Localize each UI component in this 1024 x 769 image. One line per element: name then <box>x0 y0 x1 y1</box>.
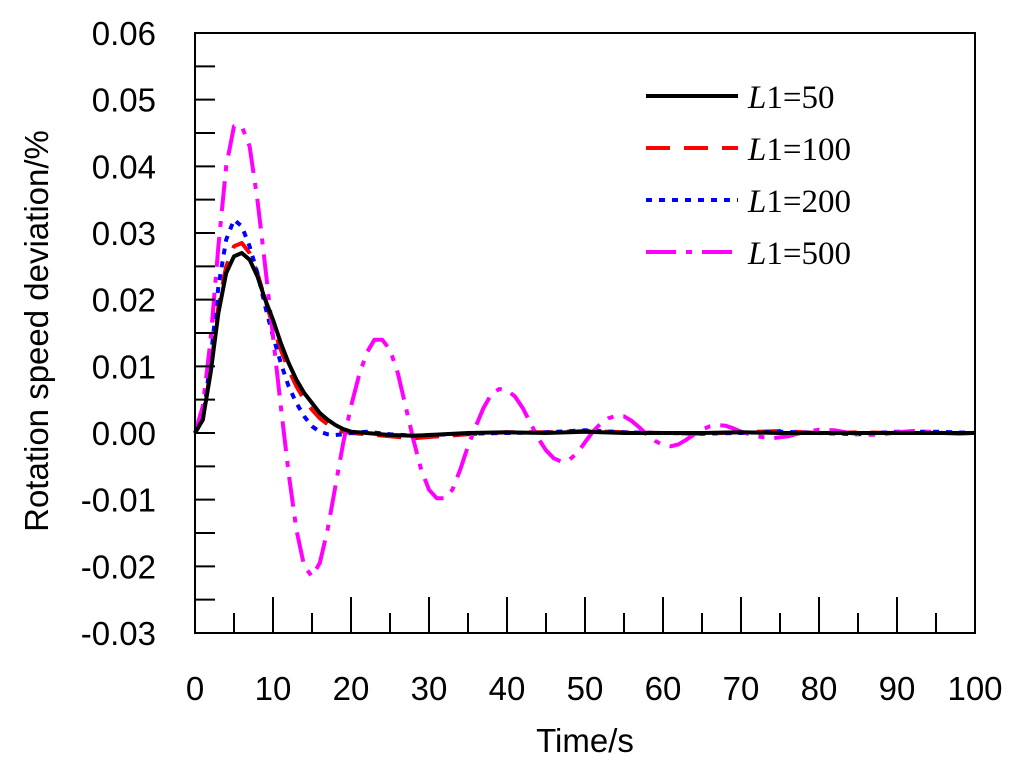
x-tick-label: 40 <box>489 670 526 707</box>
plot-frame <box>194 32 976 634</box>
x-tick-label: 80 <box>801 670 838 707</box>
x-tick-label: 90 <box>879 670 916 707</box>
series-line-1-100 <box>193 241 975 441</box>
axis-ticks <box>195 65 937 633</box>
series-lines <box>193 124 976 579</box>
x-tick-label: 0 <box>186 670 204 707</box>
x-tick-label: 30 <box>411 670 448 707</box>
y-tick-label: 0.00 <box>92 415 156 452</box>
x-tick-label: 100 <box>947 670 1002 707</box>
y-tick-label: 0.02 <box>92 282 156 319</box>
y-tick-label: 0.01 <box>92 348 156 385</box>
legend: L1=50 L1=100 L1=200 L1=500 <box>646 80 851 272</box>
y-tick-label: -0.01 <box>81 482 156 519</box>
x-axis-title: Time/s <box>536 722 634 759</box>
y-tick-label: 0.06 <box>92 15 156 52</box>
legend-label: L1=50 <box>747 80 834 116</box>
y-tick-label: 0.03 <box>92 215 156 252</box>
series-line-1-50 <box>193 251 975 438</box>
y-tick-label: 0.04 <box>92 148 156 185</box>
x-tick-label: 10 <box>255 670 292 707</box>
tick-labels: 0 10 20 30 40 50 60 70 80 90 100 -0.03 -0.02 -0.01 0.0… <box>81 15 1003 707</box>
y-axis-title: Rotation speed deviation/% <box>18 130 55 532</box>
y-tick-label: -0.02 <box>81 548 156 585</box>
x-tick-label: 50 <box>567 670 604 707</box>
series-line-1-500 <box>193 124 976 579</box>
legend-label: L1=500 <box>747 236 851 272</box>
legend-label: L1=100 <box>747 132 851 168</box>
x-tick-label: 60 <box>645 670 682 707</box>
legend-label: L1=200 <box>747 184 851 220</box>
y-tick-label: 0.05 <box>92 82 156 119</box>
x-tick-label: 20 <box>333 670 370 707</box>
x-tick-label: 70 <box>723 670 760 707</box>
y-tick-label: -0.03 <box>81 615 156 652</box>
